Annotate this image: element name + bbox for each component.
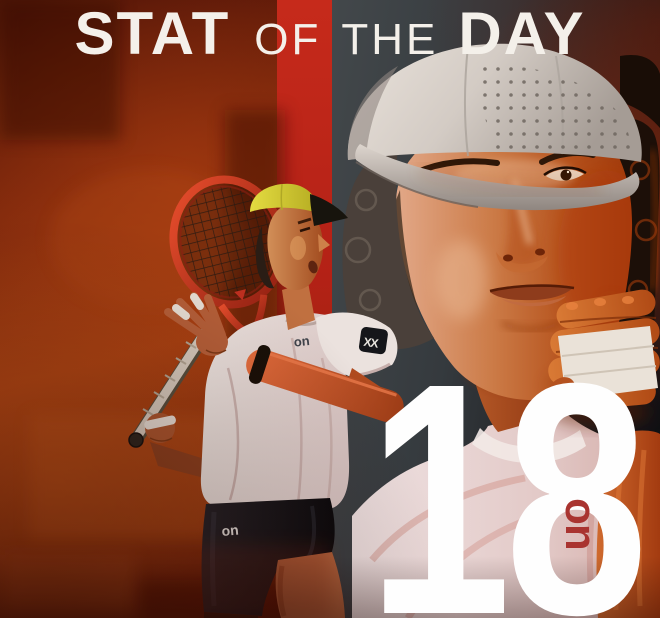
title-word-of: OF bbox=[254, 15, 322, 64]
title-word-day: DAY bbox=[458, 0, 586, 67]
on-logo-icon: on bbox=[556, 498, 605, 550]
title-word-the: THE bbox=[341, 15, 439, 64]
stat-value: 18 bbox=[368, 314, 648, 618]
title-word-stat: STAT bbox=[74, 0, 231, 67]
poster-title: STAT OF THE DAY bbox=[0, 4, 660, 64]
